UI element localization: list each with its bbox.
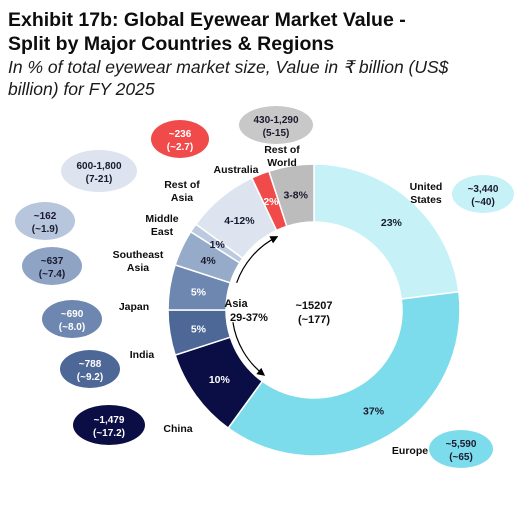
value-inr: ~236: [169, 129, 192, 140]
value-inr: ~5,590: [446, 439, 477, 450]
donut-segments: [167, 163, 461, 457]
share-label-australia: 2%: [263, 196, 279, 208]
value-usd: (~40): [471, 197, 495, 208]
segment-share-labels: 23% 37% 10% 5% 5% 4% 1% 4-12% 2% 3-8%: [191, 189, 403, 417]
value-bubble-europe: ~5,590 (~65): [429, 430, 493, 468]
share-label-united-states: 23%: [381, 217, 403, 229]
share-label-europe: 37%: [363, 406, 385, 418]
category-label-rest-of-world: Rest of World: [264, 144, 300, 169]
chart-subtitle-line1: In % of total eyewear market size, Value…: [8, 57, 449, 77]
value-bubble-shape: [452, 175, 514, 213]
value-bubble-rest-of-world: 430-1,290 (5-15): [239, 106, 313, 144]
asia-group-indicator: Asia 29-37%: [224, 236, 279, 376]
value-bubble-shape: [151, 120, 209, 158]
value-usd: (~2.7): [167, 142, 193, 153]
category-label-middle-east: Middle East: [145, 213, 178, 238]
value-inr: ~637: [41, 256, 64, 267]
category-label-united-states: United States: [410, 181, 443, 206]
value-bubbles: ~3,440 (~40) ~5,590 (~65) ~1,479 (~17.2) ~788 (…: [15, 106, 514, 468]
segment-rest-of-world: [267, 163, 315, 228]
value-bubble-shape: [22, 247, 82, 285]
value-bubble-shape: [73, 405, 145, 445]
chart-title-line1: Exhibit 17b: Global Eyewear Market Value…: [8, 9, 406, 31]
value-inr: 430-1,290: [253, 115, 298, 126]
category-label-rest-of-asia: Rest of Asia: [164, 179, 200, 204]
share-label-rest-of-asia: 4-12%: [224, 215, 255, 227]
center-total-inr: ~15207: [295, 300, 332, 312]
value-inr: ~788: [79, 359, 102, 370]
share-label-middle-east: 1%: [210, 239, 226, 251]
value-inr: ~690: [61, 309, 84, 320]
value-usd: (~17.2): [93, 428, 125, 439]
value-usd: (~65): [449, 452, 473, 463]
asia-arrow-down: [232, 322, 266, 376]
share-label-india: 5%: [191, 323, 207, 335]
segment-europe: [227, 290, 461, 457]
value-bubble-india: ~788 (~9.2): [60, 350, 120, 388]
value-inr: ~162: [34, 211, 57, 222]
value-bubble-japan: ~690 (~8.0): [42, 300, 102, 338]
value-usd: (~1.9): [32, 224, 58, 235]
chart-subtitle-line2: billion) for FY 2025: [8, 79, 155, 99]
asia-group-share: 29-37%: [230, 312, 268, 324]
category-label-australia: Australia: [214, 164, 259, 176]
value-usd: (~7.4): [39, 269, 65, 280]
category-label-india: India: [130, 349, 155, 361]
value-usd: (7-21): [86, 174, 113, 185]
value-inr: ~1,479: [94, 415, 125, 426]
value-bubble-china: ~1,479 (~17.2): [73, 405, 145, 445]
value-bubble-shape: [61, 150, 137, 192]
value-bubble-shape: [239, 106, 313, 144]
center-total-usd: (~177): [298, 314, 330, 326]
value-bubble-shape: [42, 300, 102, 338]
donut-center-total: ~15207 (~177): [295, 300, 332, 326]
value-usd: (~8.0): [59, 322, 85, 333]
category-labels: United States Europe China India Japan Southea…: [113, 144, 443, 457]
value-bubble-shape: [429, 430, 493, 468]
share-label-china: 10%: [209, 374, 231, 386]
share-label-japan: 5%: [191, 287, 207, 299]
value-bubble-shape: [60, 350, 120, 388]
category-label-europe: Europe: [392, 445, 428, 457]
value-inr: ~3,440: [468, 184, 499, 195]
category-label-japan: Japan: [119, 301, 149, 313]
value-bubble-southeast-asia: ~637 (~7.4): [22, 247, 82, 285]
share-label-southeast-asia: 4%: [201, 255, 217, 267]
share-label-rest-of-world: 3-8%: [283, 189, 308, 201]
asia-group-label: Asia: [224, 298, 248, 310]
value-usd: (~9.2): [77, 372, 103, 383]
value-inr: 600-1,800: [76, 161, 121, 172]
category-label-china: China: [163, 423, 192, 435]
value-bubble-rest-of-asia: 600-1,800 (7-21): [61, 150, 137, 192]
value-bubble-united-states: ~3,440 (~40): [452, 175, 514, 213]
value-bubble-middle-east: ~162 (~1.9): [15, 202, 75, 240]
value-bubble-australia: ~236 (~2.7): [151, 120, 209, 158]
chart-title-line2: Split by Major Countries & Regions: [8, 33, 335, 55]
asia-arrow-up: [236, 236, 279, 283]
value-usd: (5-15): [263, 128, 290, 139]
category-label-southeast-asia: Southeast Asia: [113, 249, 164, 274]
value-bubble-shape: [15, 202, 75, 240]
chart-header: Exhibit 17b: Global Eyewear Market Value…: [8, 8, 528, 100]
